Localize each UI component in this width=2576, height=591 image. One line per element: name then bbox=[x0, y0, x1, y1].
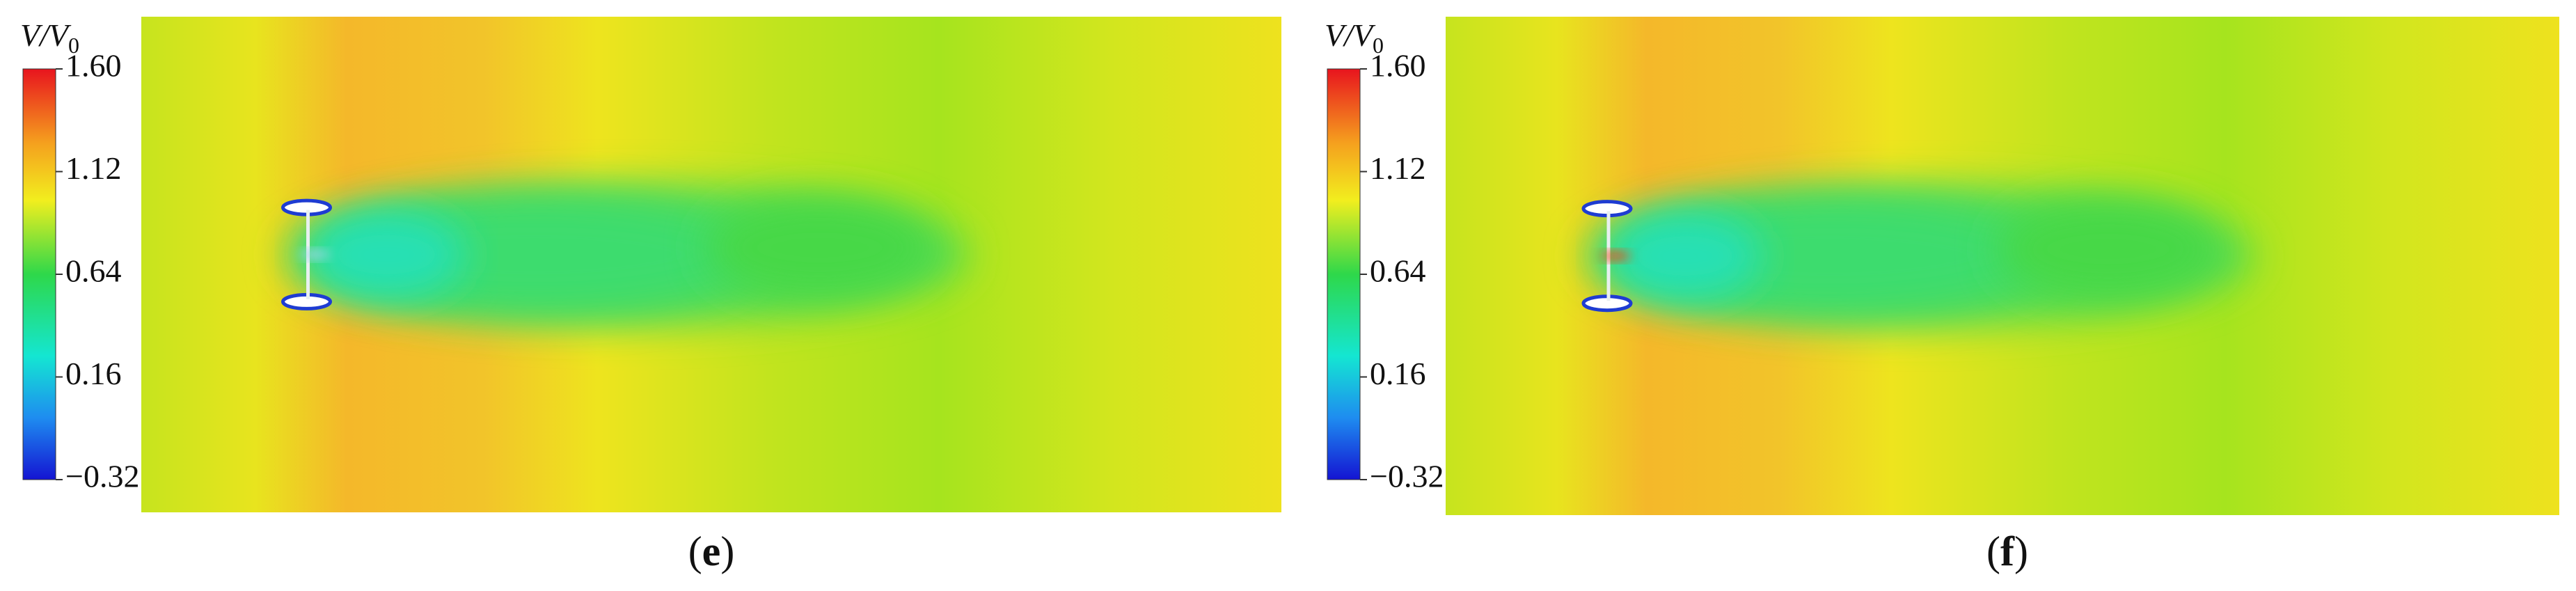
wake-tail bbox=[1997, 199, 2220, 299]
hub bbox=[299, 250, 331, 259]
wake-core bbox=[1607, 211, 1763, 301]
contour-plot bbox=[141, 17, 1281, 512]
colorbar-title: V/V0 bbox=[1325, 17, 1384, 58]
contour-plot bbox=[1446, 17, 2559, 515]
colorbar-tick-label: 1.60 bbox=[65, 48, 122, 84]
colorbar-tick-label: 1.12 bbox=[65, 150, 122, 186]
colorbar-tick-label: 0.16 bbox=[65, 356, 122, 391]
wake-tail bbox=[705, 198, 934, 297]
panel-label-letter: f bbox=[2000, 528, 2015, 574]
colorbar-title: V/V0 bbox=[20, 17, 79, 58]
panel-label: (e) bbox=[688, 528, 735, 574]
colorbar-tick-label: 0.16 bbox=[1370, 356, 1426, 391]
colorbar-title-sub: 0 bbox=[68, 33, 79, 58]
panel-label-close: ) bbox=[2014, 528, 2028, 574]
colorbar-tick-label: 0.64 bbox=[1370, 253, 1426, 289]
colorbar-title-main: V/V bbox=[1325, 17, 1376, 53]
colorbar-tick-label: −0.32 bbox=[1370, 459, 1444, 494]
panel-label-letter: e bbox=[702, 528, 721, 574]
colorbar bbox=[1327, 68, 1361, 480]
colorbar-tick-label: 1.12 bbox=[1370, 150, 1426, 186]
panel-label-open: ( bbox=[688, 528, 702, 574]
colorbar-title-main: V/V bbox=[20, 17, 72, 53]
panel-label-close: ) bbox=[720, 528, 734, 574]
panel: V/V01.60 1.12 0.64 0.16 −0.32 (f) bbox=[1325, 17, 2559, 574]
colorbar bbox=[22, 68, 56, 480]
panel-label-open: ( bbox=[1986, 528, 2000, 574]
colorbar-tick-label: 0.64 bbox=[65, 253, 122, 289]
wake-core bbox=[306, 210, 466, 299]
panel: V/V01.60 1.12 0.64 0.16 −0.32 (e) bbox=[20, 17, 1281, 574]
colorbar-title-sub: 0 bbox=[1373, 33, 1384, 58]
panel-label: (f) bbox=[1986, 528, 2028, 574]
colorbar-tick-label: −0.32 bbox=[65, 459, 139, 494]
colorbar-tick-label: 1.60 bbox=[1370, 48, 1426, 84]
hub bbox=[1600, 251, 1631, 260]
